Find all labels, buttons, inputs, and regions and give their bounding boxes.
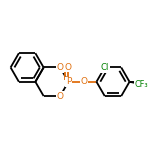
Text: CF₃: CF₃	[135, 80, 148, 89]
Text: Cl: Cl	[100, 63, 109, 72]
Text: O: O	[81, 77, 88, 86]
Text: P: P	[66, 77, 71, 86]
Text: O: O	[57, 63, 64, 72]
Text: O: O	[57, 92, 64, 101]
Text: O: O	[65, 63, 72, 72]
